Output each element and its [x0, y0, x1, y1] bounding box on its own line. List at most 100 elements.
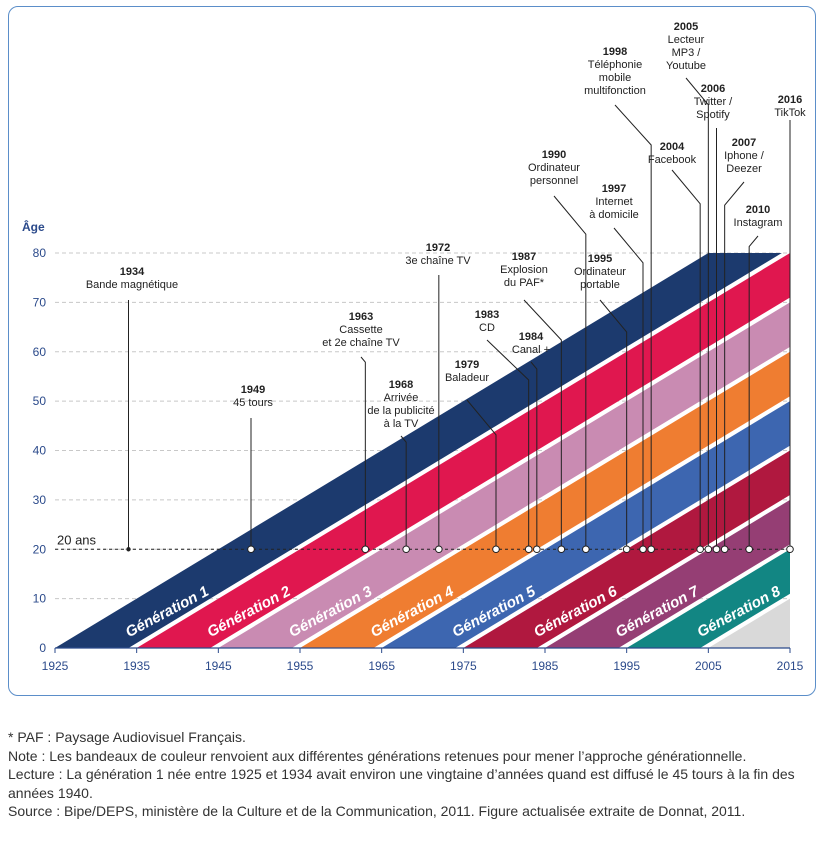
event-dot-2016: [786, 545, 794, 554]
event-text-1995-2: portable: [580, 279, 620, 291]
event-text-1997-1: Internet: [595, 196, 632, 208]
event-text-1998-3: multifonction: [584, 85, 646, 97]
event-year-1972: 1972: [426, 242, 450, 254]
event-text-2005-1: Lecteur: [668, 34, 705, 46]
event-dot-2006: [712, 545, 721, 554]
event-year-2016: 2016: [778, 94, 802, 106]
event-text-2007-2: Deezer: [726, 163, 762, 175]
event-text-2004-1: Facebook: [648, 154, 697, 166]
event-text-1983-1: CD: [479, 322, 495, 334]
y-tick-0: 0: [39, 641, 46, 655]
event-text-1979-1: Baladeur: [445, 372, 489, 384]
event-text-1984-1: Canal +: [512, 344, 550, 356]
event-dot-1963: [361, 545, 370, 554]
event-dot-1983: [524, 545, 533, 554]
x-tick-1975: 1975: [450, 659, 477, 673]
event-dot-1979: [492, 545, 500, 554]
event-dot-2005: [704, 545, 713, 554]
y-tick-40: 40: [33, 444, 47, 458]
event-dot-1987: [557, 545, 566, 554]
event-year-1949: 1949: [241, 384, 265, 396]
generation-band-4: [300, 351, 790, 648]
generation-band-9: [708, 598, 790, 648]
event-text-1987-2: du PAF*: [504, 277, 545, 289]
event-text-2010-1: Instagram: [734, 217, 783, 229]
event-dot-1998: [647, 545, 655, 554]
event-leader-1987: [523, 299, 562, 550]
x-tick-1965: 1965: [368, 659, 395, 673]
note-approach: Note : Les bandeaux de couleur renvoient…: [8, 747, 747, 764]
event-year-1987: 1987: [512, 251, 536, 263]
event-text-2006-1: Twitter /: [694, 96, 733, 108]
event-dot-1972: [435, 545, 443, 554]
generation-band-7: [545, 499, 790, 648]
event-year-1934: 1934: [120, 266, 145, 278]
event-leader-1979: [466, 399, 497, 550]
event-dot-1990: [582, 545, 590, 554]
event-leader-1997: [613, 227, 644, 550]
y-tick-70: 70: [33, 295, 47, 309]
event-leader-1998: [614, 104, 652, 550]
y-tick-30: 30: [33, 493, 47, 507]
event-dot-1997: [639, 545, 647, 554]
event-dot-1968: [402, 545, 410, 554]
event-year-1990: 1990: [542, 149, 566, 161]
event-text-1949-1: 45 tours: [233, 397, 273, 409]
note-paf: * PAF : Paysage Audiovisuel Français.: [8, 729, 246, 745]
event-year-1995: 1995: [588, 253, 612, 265]
note-lecture: Lecture : La génération 1 née entre 1925…: [8, 766, 795, 801]
event-year-1984: 1984: [519, 331, 544, 343]
event-text-2007-1: Iphone /: [724, 150, 765, 162]
event-leader-2007: [724, 181, 745, 550]
event-text-1995-1: Ordinateur: [574, 266, 626, 278]
event-year-2004: 2004: [660, 141, 685, 153]
y-tick-50: 50: [33, 394, 47, 408]
event-text-1987-1: Explosion: [500, 264, 548, 276]
event-text-1998-1: Téléphonie: [588, 59, 642, 71]
reference-line-label: 20 ans: [57, 532, 97, 547]
note-source: Source : Bipe/DEPS, ministère de la Cult…: [8, 803, 746, 819]
y-tick-20: 20: [33, 542, 47, 556]
event-leader-2005: [685, 77, 709, 550]
event-text-1934-1: Bande magnétique: [86, 279, 178, 291]
event-year-2006: 2006: [701, 83, 725, 95]
x-tick-1945: 1945: [205, 659, 232, 673]
event-text-1997-2: à domicile: [589, 209, 639, 221]
event-text-1972-1: 3e chaîne TV: [405, 255, 471, 267]
event-text-1968-1: Arrivée: [384, 392, 419, 404]
x-tick-1985: 1985: [532, 659, 559, 673]
event-leader-1963: [360, 356, 366, 550]
event-dot-2010: [745, 545, 753, 554]
event-text-1990-1: Ordinateur: [528, 162, 580, 174]
event-text-1963-2: et 2e chaîne TV: [322, 337, 400, 349]
event-year-2007: 2007: [732, 137, 756, 149]
event-text-2005-2: MP3 /: [672, 47, 702, 59]
y-tick-80: 80: [33, 246, 47, 260]
event-leader-1990: [553, 195, 587, 550]
x-tick-1925: 1925: [42, 659, 69, 673]
event-leader-2010: [748, 235, 759, 550]
event-leader-1983: [486, 339, 530, 550]
x-tick-1995: 1995: [613, 659, 640, 673]
event-text-1990-2: personnel: [530, 175, 578, 187]
generation-band-2: [136, 253, 790, 648]
event-leader-2004: [671, 169, 701, 550]
event-text-2005-3: Youtube: [666, 60, 706, 72]
event-year-2005: 2005: [674, 21, 698, 33]
event-dot-1984: [533, 545, 541, 554]
event-text-1968-2: de la publicité: [367, 405, 434, 417]
y-tick-10: 10: [33, 592, 47, 606]
generation-band-3: [218, 302, 791, 648]
event-dot-2004: [696, 545, 704, 554]
event-text-1963-1: Cassette: [339, 324, 382, 336]
event-leader-1995: [599, 299, 628, 550]
chart-notes: * PAF : Paysage Audiovisuel Français. No…: [8, 728, 808, 821]
event-year-1979: 1979: [455, 359, 479, 371]
event-text-2006-2: Spotify: [696, 109, 730, 121]
event-dot-2007: [720, 545, 729, 554]
event-text-1968-3: à la TV: [384, 418, 419, 430]
y-axis-label: Âge: [22, 219, 45, 234]
event-year-1968: 1968: [389, 379, 413, 391]
x-tick-1935: 1935: [123, 659, 150, 673]
